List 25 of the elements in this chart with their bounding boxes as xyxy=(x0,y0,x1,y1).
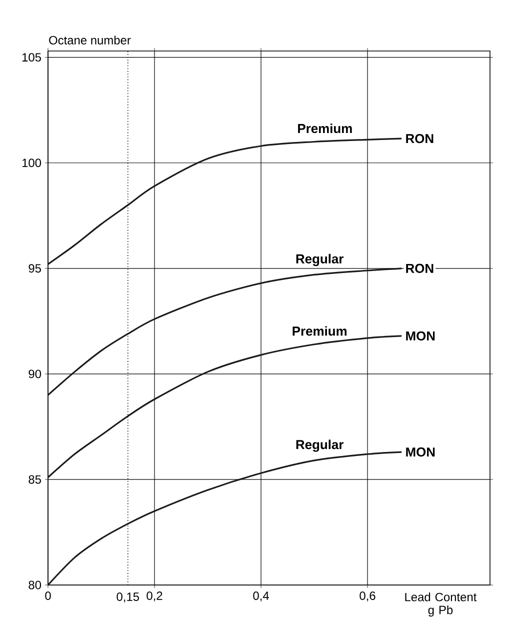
annotation: MON xyxy=(406,447,435,457)
line-series xyxy=(47,335,402,478)
x-tick-label: 0,6 xyxy=(360,592,376,602)
annotation: MON xyxy=(406,331,435,341)
y-tick-label: 85 xyxy=(28,475,41,484)
y-tick-label: 100 xyxy=(22,158,42,168)
annotation: Regular xyxy=(296,440,344,452)
line-series xyxy=(47,451,402,586)
line-series xyxy=(47,138,402,265)
line-series xyxy=(47,268,402,396)
annotation: Regular xyxy=(296,254,344,266)
x-tick-label: 0,2 xyxy=(146,592,162,602)
annotation: RON xyxy=(406,134,434,144)
y-axis-title: Octane number xyxy=(49,36,131,44)
x-axis-title: Lead Content g Pb xyxy=(405,592,477,617)
x-tick-label: 0 xyxy=(45,592,51,600)
y-tick-label: 95 xyxy=(28,264,41,273)
annotation: Premium xyxy=(292,326,346,336)
y-tick-label: 80 xyxy=(28,580,42,590)
ref-line-label: 0,15 xyxy=(116,592,140,602)
annotation: RON xyxy=(406,264,434,273)
x-tick-label: 0,4 xyxy=(253,592,269,602)
annotation: Premium xyxy=(298,124,352,134)
y-tick-label: 105 xyxy=(22,53,41,62)
y-tick-label: 90 xyxy=(28,370,42,378)
